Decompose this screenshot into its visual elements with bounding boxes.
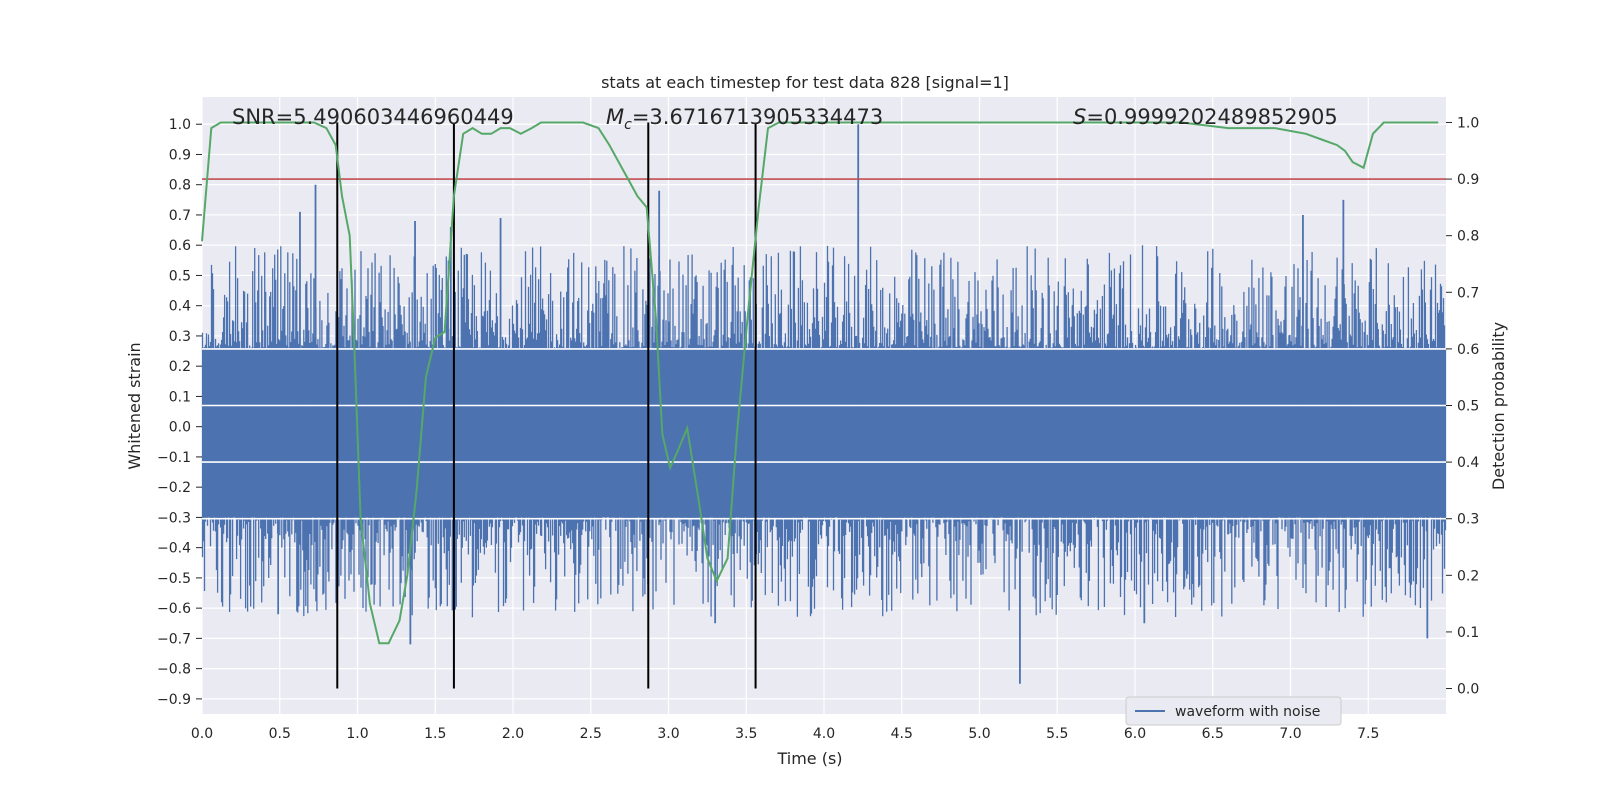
y-right-tick-label: 0.1 xyxy=(1457,625,1479,641)
s-annotation: S=0.9999202489852905 xyxy=(1073,105,1338,129)
y-tick-label: 0.2 xyxy=(169,359,191,375)
x-tick-label: 4.0 xyxy=(813,726,835,742)
legend: waveform with noise xyxy=(1125,696,1342,726)
y-tick-label: 0.1 xyxy=(169,389,191,405)
chirp-mass-value: =3.6716713905334473 xyxy=(632,105,883,129)
y-tick-label: −0.8 xyxy=(157,662,191,678)
legend-box xyxy=(1125,696,1342,726)
x-axis-label: Time (s) xyxy=(776,749,842,768)
y-right-tick-label: 0.4 xyxy=(1457,455,1479,471)
chirp-mass-annotation: Mc=3.6716713905334473 xyxy=(606,105,883,133)
legend-label: waveform with noise xyxy=(1175,704,1320,720)
y-right-tick-label: 0.8 xyxy=(1457,229,1479,245)
x-tick-label: 5.5 xyxy=(1046,726,1068,742)
y-axis-right: 1.0 0.9 0.8 0.7 0.6 0.5 0.4 0.3 0.2 0.1 0.0 xyxy=(1446,115,1479,698)
y-tick-label: −0.2 xyxy=(157,480,191,496)
strain-series xyxy=(201,124,1447,684)
x-tick-label: 7.5 xyxy=(1357,726,1379,742)
strain-white-bands xyxy=(202,348,1446,520)
y-right-tick-label: 0.0 xyxy=(1457,682,1479,698)
chirp-mass-subscript: c xyxy=(624,117,632,133)
y-axis-label: Whitened strain xyxy=(125,342,144,469)
x-tick-label: 3.0 xyxy=(657,726,679,742)
y-tick-label: −0.4 xyxy=(157,541,191,557)
x-tick-label: 6.0 xyxy=(1124,726,1146,742)
x-tick-label: 2.5 xyxy=(580,726,602,742)
y-right-tick-label: 0.7 xyxy=(1457,285,1479,301)
x-axis: 0.0 0.5 1.0 1.5 2.0 2.5 3.0 3.5 4.0 4.5 5.0 5.5 6.0 6… xyxy=(191,726,1380,742)
chart-title: stats at each timestep for test data 828… xyxy=(601,73,1009,92)
y-right-tick-label: 1.0 xyxy=(1457,115,1479,131)
y-tick-label: 0.0 xyxy=(169,420,191,436)
y-right-tick-label: 0.6 xyxy=(1457,342,1479,358)
x-tick-label: 2.0 xyxy=(502,726,524,742)
s-value: =0.9999202489852905 xyxy=(1086,105,1337,129)
y-tick-label: −0.3 xyxy=(157,510,191,526)
detection-probability-line xyxy=(201,121,1439,645)
y-tick-label: 0.6 xyxy=(169,238,191,254)
x-tick-label: 6.5 xyxy=(1202,726,1224,742)
snr-annotation: SNR=5.490603446960449 xyxy=(232,105,514,129)
s-symbol: S xyxy=(1073,105,1086,129)
x-tick-label: 1.5 xyxy=(424,726,446,742)
x-tick-label: 3.5 xyxy=(735,726,757,742)
y-tick-label: −0.5 xyxy=(157,571,191,587)
y-axis-left: 1.0 0.9 0.8 0.7 0.6 0.5 0.4 0.3 0.2 0.1 0.0 −0.1 −0.… xyxy=(157,117,202,708)
y-tick-label: 0.3 xyxy=(169,329,191,345)
chirp-mass-symbol: M xyxy=(606,105,624,129)
y-right-tick-label: 0.5 xyxy=(1457,399,1479,415)
y-tick-label: −0.9 xyxy=(157,692,191,708)
x-tick-label: 5.0 xyxy=(968,726,990,742)
y-tick-label: −0.1 xyxy=(157,450,191,466)
y-tick-label: 0.5 xyxy=(169,268,191,284)
y-right-tick-label: 0.9 xyxy=(1457,172,1479,188)
y-tick-label: 1.0 xyxy=(169,117,191,133)
x-tick-label: 1.0 xyxy=(346,726,368,742)
y-tick-label: −0.7 xyxy=(157,631,191,647)
y-tick-label: 0.4 xyxy=(169,299,191,315)
y-axis-right-label: Detection probability xyxy=(1489,322,1508,490)
y-tick-label: 0.8 xyxy=(169,178,191,194)
y-tick-label: 0.7 xyxy=(169,208,191,224)
x-tick-label: 4.5 xyxy=(891,726,913,742)
x-tick-label: 7.0 xyxy=(1279,726,1301,742)
x-tick-label: 0.5 xyxy=(269,726,291,742)
y-right-tick-label: 0.2 xyxy=(1457,568,1479,584)
y-right-tick-label: 0.3 xyxy=(1457,512,1479,528)
y-tick-label: −0.6 xyxy=(157,601,191,617)
y-tick-label: 0.9 xyxy=(169,147,191,163)
x-tick-label: 0.0 xyxy=(191,726,213,742)
